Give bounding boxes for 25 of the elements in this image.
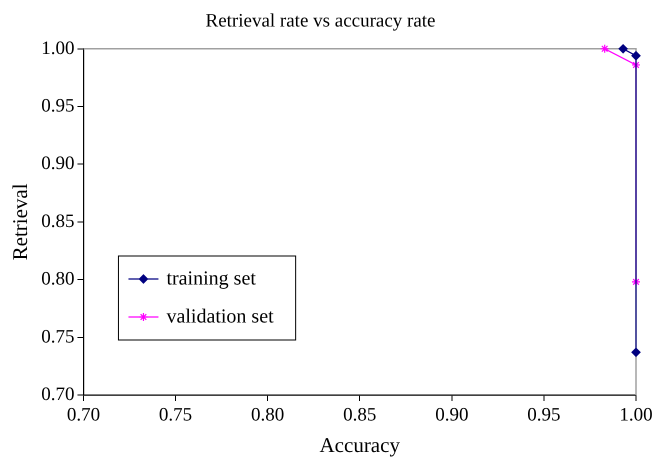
point [631,348,641,357]
y-tick-label: 0.75 [41,326,74,348]
x-tick-label: 0.85 [343,404,376,426]
point [631,277,641,287]
legend-label: training set [166,267,256,290]
x-tick-label: 1.00 [619,404,653,426]
x-axis-title: Accuracy [320,432,400,457]
legend-label: validation set [166,305,274,328]
point [600,44,610,54]
point [631,60,641,70]
point [631,51,641,60]
y-axis-title: Retrieval [8,183,32,260]
y-tick-label: 0.90 [41,153,74,174]
y-tick-label: 0.70 [41,384,74,405]
y-tick-label: 0.85 [41,210,74,232]
point [618,44,628,54]
x-tick-label: 0.90 [435,404,468,426]
y-tick-label: 1.00 [41,38,74,59]
chart-title: Retrieval rate vs accuracy rate [206,10,436,32]
y-tick-label: 0.80 [41,268,74,290]
x-tick-label: 0.95 [527,404,561,426]
y-tick-label: 0.95 [41,95,74,116]
x-tick-label: 0.75 [158,404,192,426]
x-tick-label: 0.70 [66,404,100,426]
x-tick-label: 0.80 [251,404,284,426]
